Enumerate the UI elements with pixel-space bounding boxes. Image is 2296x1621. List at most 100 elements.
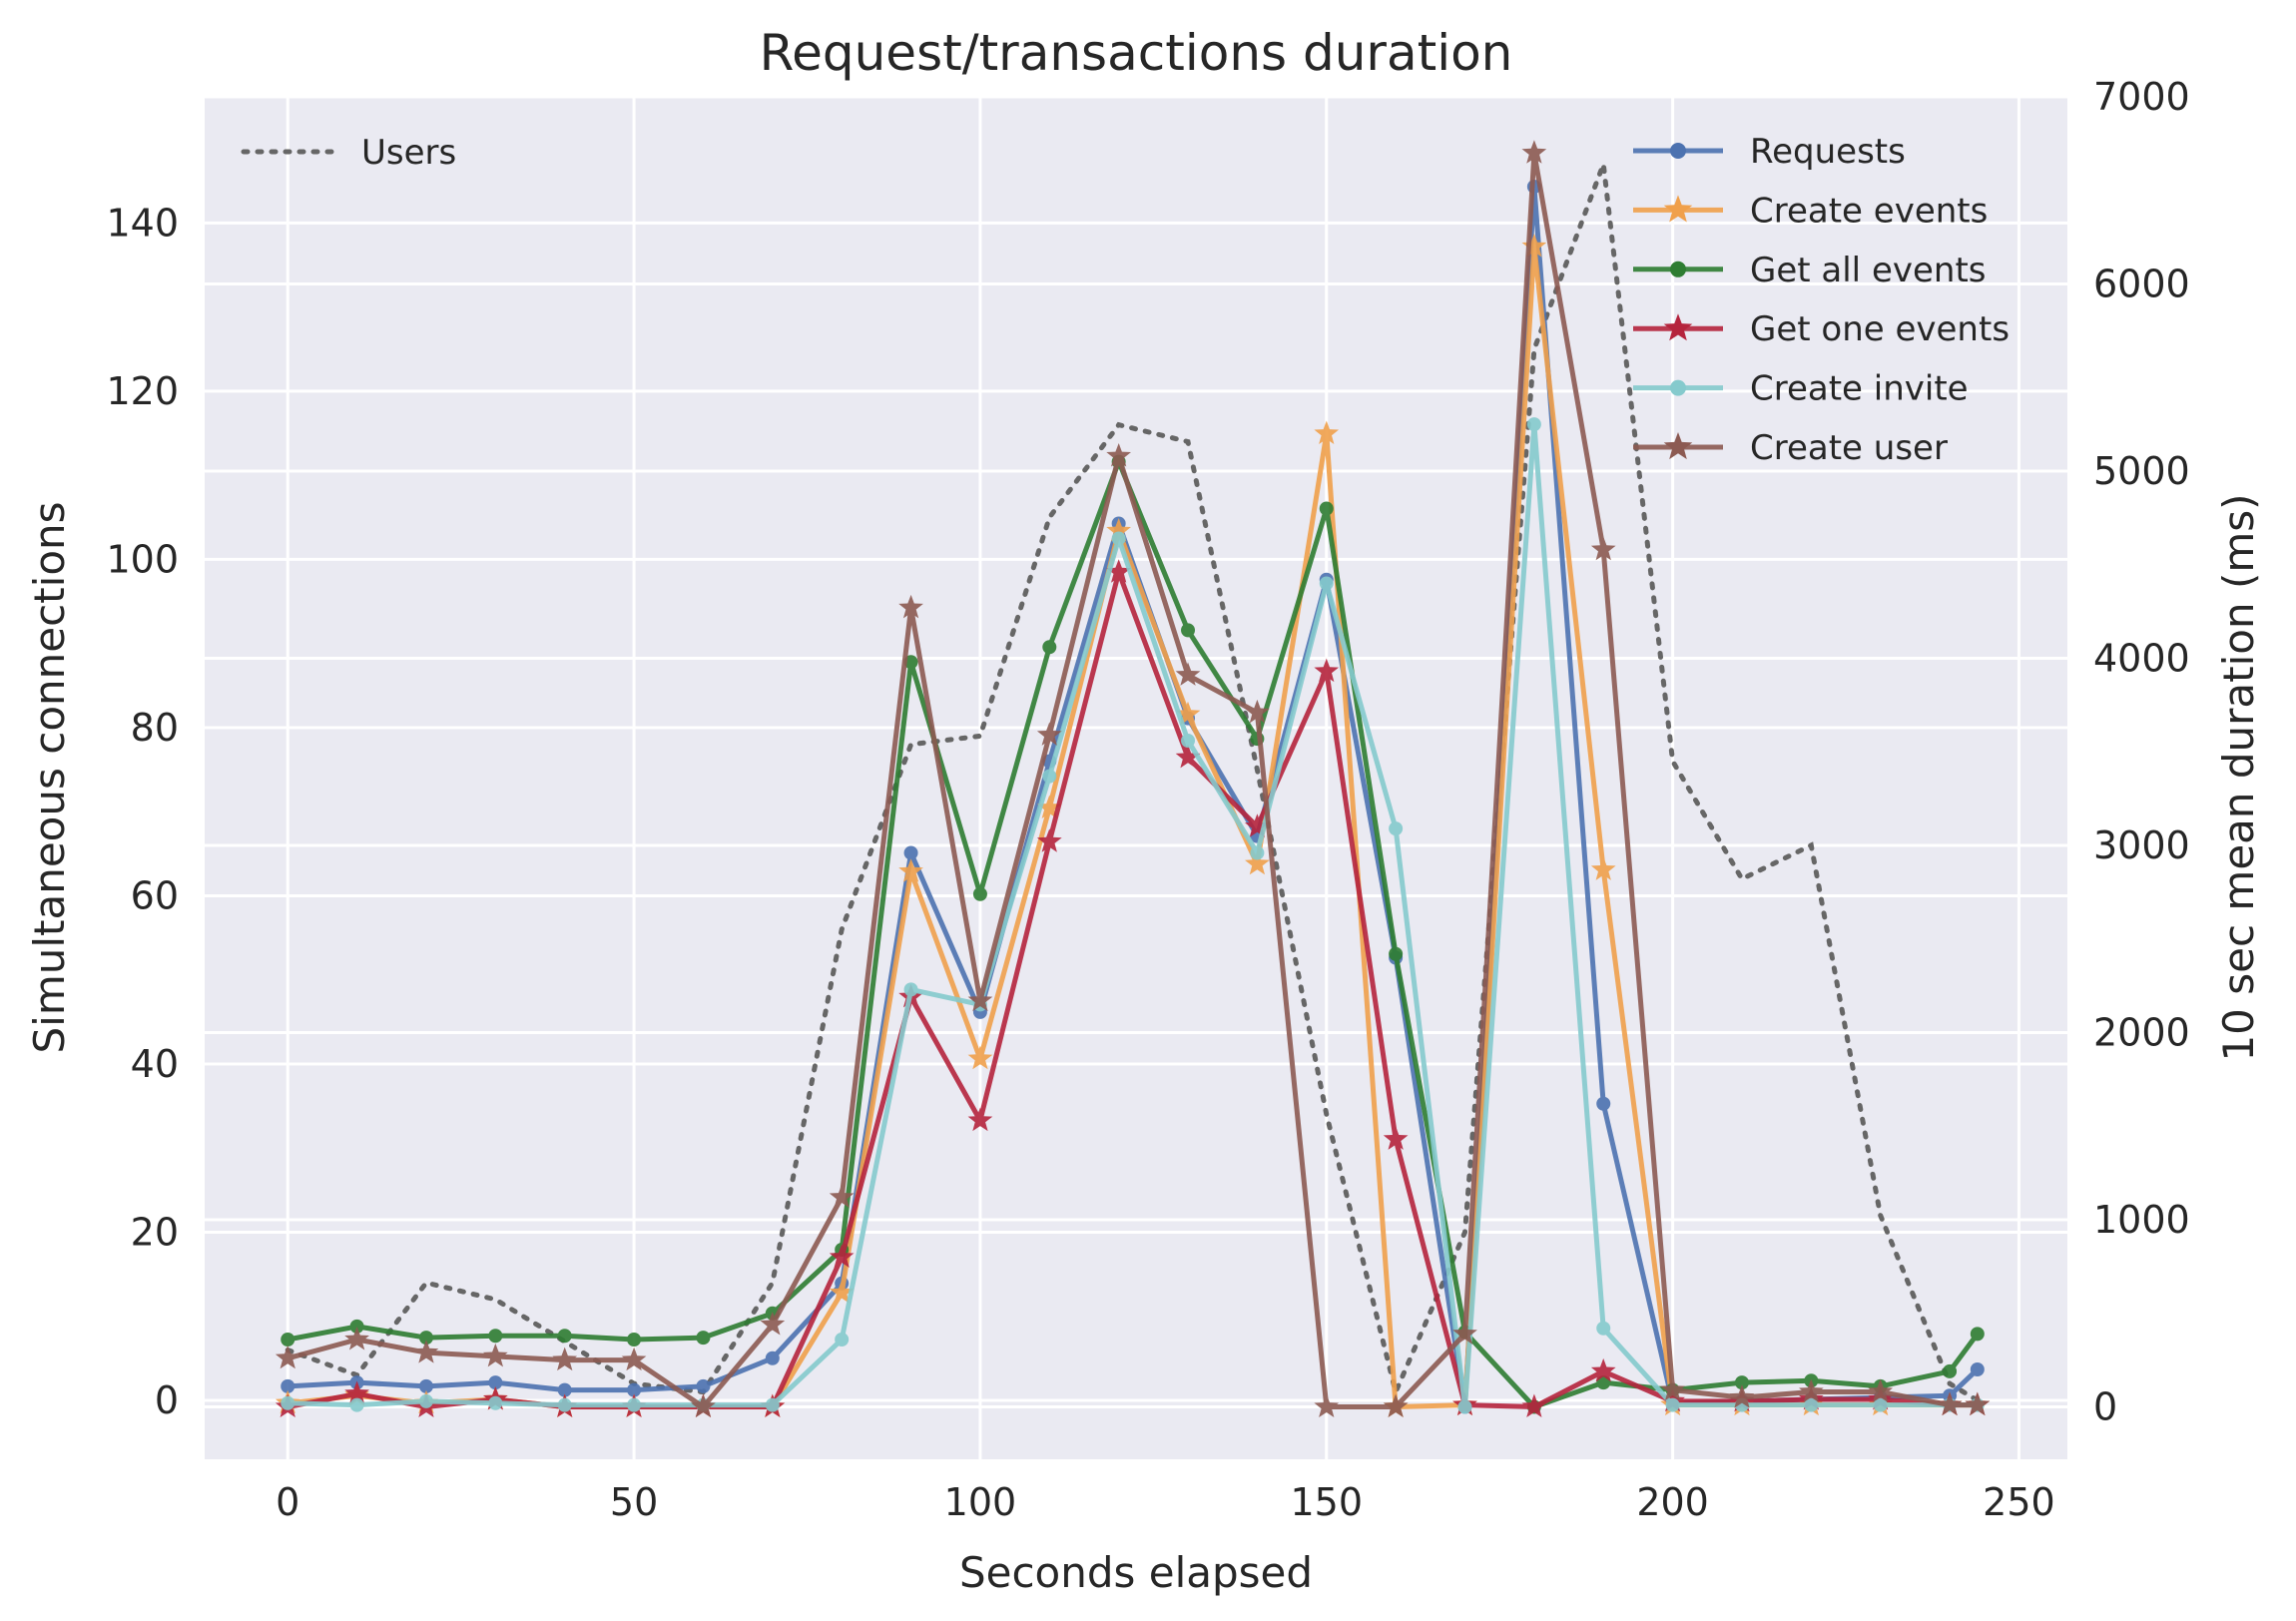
legend-swatch-marker: [1670, 379, 1686, 396]
series-point: [1383, 1393, 1409, 1417]
series-point: [691, 1393, 716, 1417]
series-point: [1729, 1384, 1755, 1408]
x-tick-label: 0: [276, 1480, 299, 1524]
series-point: [1660, 1376, 1685, 1401]
series-point: [1970, 1327, 1985, 1342]
y-left-tick-label: 20: [131, 1211, 179, 1255]
y-right-tick-label: 3000: [2093, 823, 2190, 867]
series-point: [1521, 1393, 1547, 1417]
series-line: [287, 421, 1978, 1409]
series-point: [627, 1382, 642, 1397]
series-point: [281, 1378, 295, 1393]
y-right-tick-label: 4000: [2093, 637, 2190, 681]
series-point: [627, 1333, 642, 1347]
series-point: [1181, 623, 1196, 638]
y-right-tick-label: 6000: [2093, 263, 2190, 306]
series-point: [281, 1333, 295, 1347]
series-point: [1175, 701, 1201, 726]
series-point: [418, 1393, 433, 1408]
users-line: [285, 163, 1981, 1403]
series-point: [829, 1244, 855, 1268]
series-point: [1665, 1397, 1680, 1412]
series-point: [275, 1345, 300, 1369]
series-point: [557, 1397, 572, 1412]
series-point: [1590, 1357, 1616, 1382]
y-left-axis-title: Simultaneous connections: [25, 501, 74, 1053]
x-tick-label: 150: [1290, 1480, 1363, 1524]
plot-background: [205, 97, 2067, 1459]
series-point: [349, 1397, 364, 1412]
series-point: [1245, 850, 1270, 875]
series-point: [1319, 501, 1334, 516]
series-line: [287, 150, 1978, 1409]
series-point: [967, 1045, 993, 1070]
series-point: [765, 1397, 780, 1412]
y-right-tick-label: 0: [2093, 1385, 2117, 1429]
series-point: [829, 1184, 855, 1208]
series-point: [1106, 443, 1131, 467]
legend-label: Create invite: [1750, 369, 1969, 409]
series-point: [765, 1351, 780, 1365]
series-point: [1590, 536, 1616, 561]
series-point: [1042, 769, 1057, 784]
legend-series: Requests Create events Get all events Get o…: [1633, 132, 2009, 468]
legend-users: Users: [241, 133, 456, 173]
series-point: [1526, 417, 1541, 432]
legend-users-label: Users: [361, 133, 456, 173]
series-point: [349, 1319, 364, 1334]
series-point: [1452, 1321, 1477, 1345]
series-point: [1799, 1378, 1824, 1402]
series-point: [413, 1340, 439, 1363]
series-point: [903, 845, 918, 860]
y-left-tick-label: 0: [155, 1378, 179, 1422]
series-point: [1389, 946, 1404, 961]
series-point: [1250, 845, 1265, 860]
series-point: [1590, 856, 1616, 880]
series-point: [1181, 734, 1196, 748]
series-point: [1111, 531, 1126, 546]
duration-series: [275, 140, 1991, 1417]
series-point: [1734, 1375, 1749, 1390]
y-left-tick-label: 120: [106, 369, 179, 413]
series-point: [627, 1397, 642, 1412]
series-point: [898, 594, 923, 619]
legend-swatch-marker: [1663, 313, 1693, 341]
series-point: [1106, 559, 1131, 583]
series-point: [1042, 640, 1057, 655]
series-point: [1873, 1397, 1888, 1412]
y-left-tick-label: 80: [131, 706, 179, 750]
legend-swatch-marker: [1663, 195, 1693, 223]
series-point: [1596, 1096, 1611, 1111]
series-point: [1036, 795, 1062, 818]
y-left-tick-label: 140: [106, 201, 179, 245]
y-left-tick-label: 40: [131, 1042, 179, 1086]
series-point: [1521, 140, 1547, 164]
y-right-axis-title: 10 sec mean duration (ms): [2214, 493, 2263, 1061]
x-axis-title: Seconds elapsed: [959, 1548, 1313, 1597]
series-point: [488, 1395, 503, 1410]
series-point: [1314, 1393, 1340, 1417]
x-tick-label: 200: [1636, 1480, 1709, 1524]
series-point: [1314, 658, 1340, 683]
legend-label: Get one events: [1750, 309, 2009, 349]
series-point: [488, 1375, 503, 1390]
series-point: [829, 1280, 855, 1304]
chart-title: Request/transactions duration: [760, 24, 1513, 82]
series-point: [1319, 576, 1334, 591]
y-right-tick-label: 7000: [2093, 75, 2190, 119]
series-point: [835, 1333, 850, 1347]
series-point: [1457, 1399, 1472, 1414]
legend-swatch-marker: [1670, 143, 1686, 159]
series-point: [344, 1327, 369, 1351]
series-point: [972, 886, 987, 901]
y-right-tick-label: 5000: [2093, 449, 2190, 493]
series-5: [275, 140, 1991, 1417]
series-point: [281, 1395, 295, 1410]
y-left-tick-label: 100: [106, 537, 179, 581]
legend-label: Get all events: [1750, 251, 1987, 290]
series-point: [1314, 420, 1340, 444]
series-point: [1943, 1363, 1958, 1378]
series-point: [621, 1347, 647, 1371]
series-point: [903, 982, 918, 997]
